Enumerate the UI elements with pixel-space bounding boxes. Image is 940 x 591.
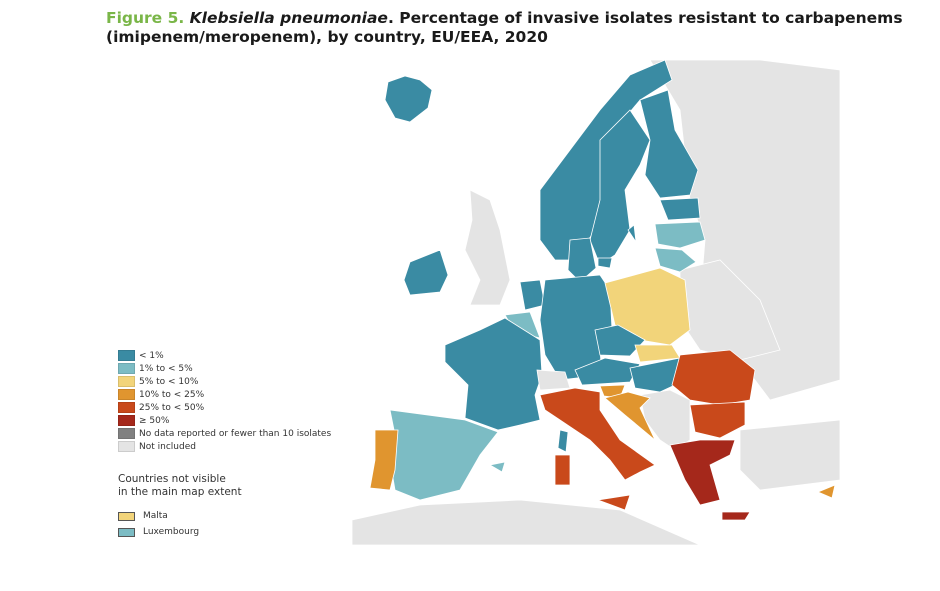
country-iceland <box>384 75 433 123</box>
legend-swatch <box>118 527 135 537</box>
country-switzerland <box>536 369 571 391</box>
legend-item: 25% to < 50% <box>118 401 331 414</box>
country-ireland <box>403 249 449 296</box>
legend-swatch <box>118 441 135 452</box>
country-sweden <box>627 224 637 243</box>
legend-item: Not included <box>118 440 331 453</box>
legend-label: Not included <box>139 441 196 452</box>
country-estonia <box>659 197 701 221</box>
legend-item: 1% to < 5% <box>118 362 331 375</box>
legend-swatch <box>118 428 135 439</box>
extent-item-luxembourg: Luxembourg <box>118 525 331 539</box>
country-denmark <box>567 237 597 283</box>
legend-item: 10% to < 25% <box>118 388 331 401</box>
legend-swatch <box>118 402 135 413</box>
country-cyprus <box>816 484 836 499</box>
legend-item: ≥ 50% <box>118 414 331 427</box>
country-latvia <box>654 221 706 249</box>
country-greece <box>669 439 736 506</box>
turkey-region <box>739 419 841 491</box>
country-italy <box>596 494 631 511</box>
north-africa-region <box>351 499 701 546</box>
legend-item: No data reported or fewer than 10 isolat… <box>118 427 331 440</box>
country-lithuania <box>654 247 697 273</box>
legend-label: 25% to < 50% <box>139 402 205 413</box>
country-netherlands <box>519 279 546 311</box>
legend-label: 5% to < 10% <box>139 376 199 387</box>
extent-item-malta: Malta <box>118 509 331 523</box>
extent-heading: Countries not visible in the main map ext… <box>118 473 242 498</box>
figure-title: Figure 5. Klebsiella pneumoniae. Percent… <box>106 9 903 46</box>
legend-label: No data reported or fewer than 10 isolat… <box>139 428 332 439</box>
legend-swatch <box>118 363 135 374</box>
country-spain <box>488 461 506 473</box>
country-croatia <box>604 391 656 441</box>
map-legend: < 1% 1% to < 5% 5% to < 10% 10% to < 25% 25%… <box>118 349 331 539</box>
legend-swatch <box>118 415 135 426</box>
country-uk <box>464 189 511 306</box>
country-denmark <box>597 257 613 269</box>
extent-label: Malta <box>143 511 168 521</box>
country-greece <box>721 511 751 521</box>
legend-item: < 1% <box>118 349 331 362</box>
legend-label: ≥ 50% <box>139 415 170 426</box>
legend-label: 10% to < 25% <box>139 389 205 400</box>
country-italy <box>554 454 571 486</box>
country-bulgaria <box>689 401 746 439</box>
legend-label: < 1% <box>139 350 164 361</box>
country-finland <box>639 89 699 199</box>
country-italy <box>539 387 656 481</box>
legend-label: 1% to < 5% <box>139 363 193 374</box>
legend-swatch <box>118 376 135 387</box>
legend-swatch <box>118 389 135 400</box>
country-france <box>557 429 569 453</box>
country-portugal <box>369 429 399 491</box>
legend-swatch <box>118 511 135 521</box>
legend-swatch <box>118 350 135 361</box>
legend-item: 5% to < 10% <box>118 375 331 388</box>
country-france <box>444 317 543 431</box>
extent-label: Luxembourg <box>143 527 200 537</box>
